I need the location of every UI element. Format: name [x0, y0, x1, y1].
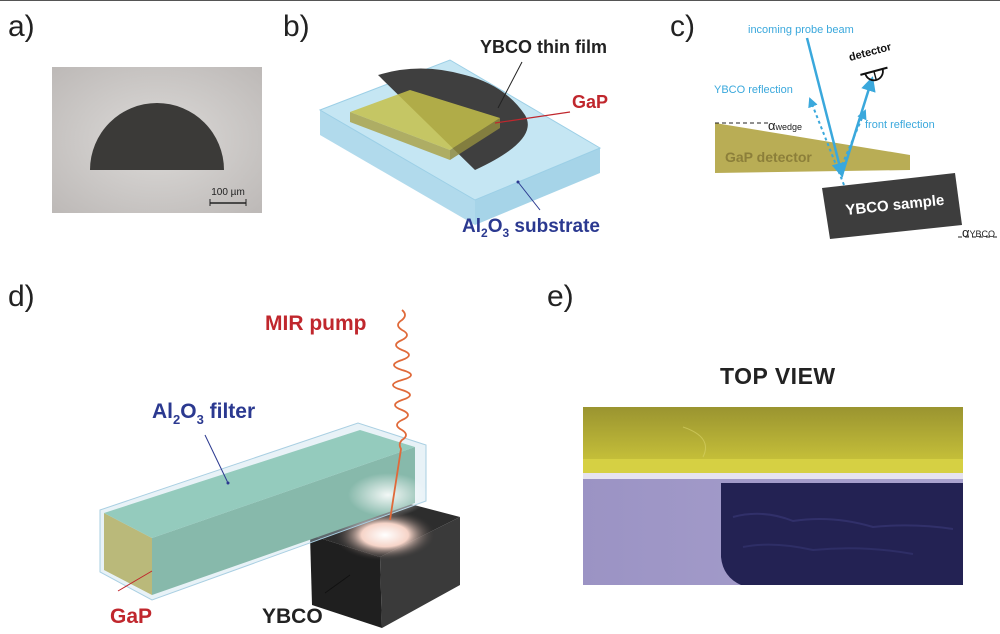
gap-slab-side-right — [450, 118, 500, 160]
incoming-probe-beam-label: incoming probe beam — [748, 24, 854, 36]
panel-label-d: d) — [8, 280, 35, 313]
panel-e-micrograph — [583, 407, 963, 585]
ybco-reflection-label: YBCO reflection — [714, 84, 793, 96]
ybco-callout-d — [324, 574, 351, 594]
mir-pump-wave — [389, 309, 412, 521]
ybco-film-callout — [497, 61, 523, 109]
gap-detector-label: GaP detector — [725, 149, 812, 165]
ybco-block-right — [380, 517, 460, 628]
top-rule — [0, 0, 1000, 1]
top-view-title: TOP VIEW — [720, 363, 836, 389]
filter-slab-top — [104, 430, 415, 538]
panel-label-e: e) — [547, 280, 574, 313]
filter-callout — [204, 434, 229, 484]
gap-slab-top — [350, 90, 500, 150]
scale-bar-label: 100 µm — [211, 187, 245, 198]
panel-d-diagram: MIR pump Al2O3 filter GaP YBCO — [99, 309, 460, 628]
substrate-label: Al2O3 substrate — [462, 216, 600, 240]
substrate-side-front — [320, 110, 475, 225]
gap-callout — [494, 111, 571, 124]
pump-glow — [348, 473, 428, 517]
detector-icon — [860, 66, 888, 82]
panel-b-diagram: YBCO thin film GaP Al2O3 substrate — [318, 37, 608, 240]
ybco-sample-box — [822, 173, 962, 239]
substrate-callout — [517, 181, 541, 211]
ybco-film-label: YBCO thin film — [480, 37, 607, 57]
half-disc-sample — [90, 103, 224, 170]
incoming-probe-beam — [805, 37, 847, 178]
gap-detector-wedge — [715, 123, 910, 173]
panel-c-diagram: incoming probe beam detector YBCO reflec… — [714, 24, 1000, 240]
ybco-region — [721, 483, 963, 585]
detector-label: detector — [848, 41, 894, 64]
mir-pump-label: MIR pump — [265, 312, 366, 335]
filter-label: Al2O3 filter — [152, 400, 255, 427]
panel-label-b: b) — [283, 10, 310, 43]
ybco-label-d: YBCO — [262, 605, 323, 628]
front-reflection-label: front reflection — [865, 119, 935, 131]
edge-highlight — [583, 473, 963, 479]
alpha-ybco-label: αYBCO — [962, 225, 995, 240]
gap-callout-d — [117, 570, 153, 592]
alpha-wedge-label: αwedge — [768, 118, 802, 133]
panel-label-a: a) — [8, 10, 35, 43]
gap-region — [583, 407, 963, 465]
panel-a-micrograph: 100 µm — [52, 67, 262, 213]
substrate-side-right — [475, 148, 600, 225]
front-reflection-beam — [841, 109, 867, 166]
gap-label: GaP — [572, 92, 608, 112]
gap-label-d: GaP — [110, 605, 152, 628]
panel-label-c: c) — [670, 10, 695, 43]
gap-slab-side — [350, 112, 450, 160]
filter-slab-front — [152, 447, 415, 595]
gap-edge — [583, 459, 963, 473]
main-reflection-beam — [840, 76, 876, 176]
gap-slab-front — [104, 513, 152, 595]
